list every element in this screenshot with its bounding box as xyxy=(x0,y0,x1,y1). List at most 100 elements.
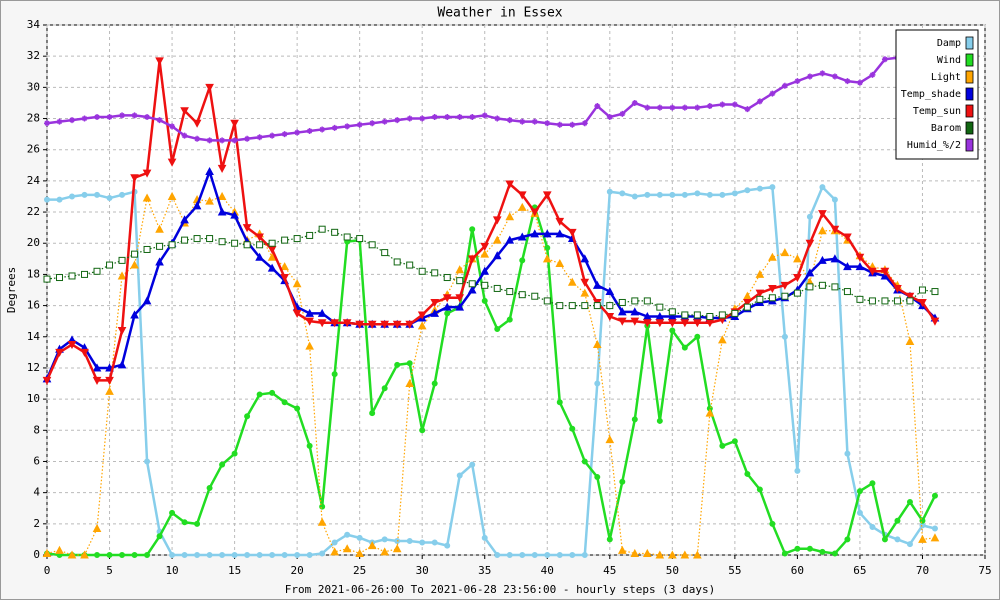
point xyxy=(856,509,863,516)
point xyxy=(381,385,388,392)
point xyxy=(781,292,789,300)
point xyxy=(930,317,940,326)
y-tick-label: 10 xyxy=(27,392,40,405)
point xyxy=(317,319,327,328)
point xyxy=(656,104,663,111)
point xyxy=(556,302,564,310)
point xyxy=(219,461,226,468)
point xyxy=(855,253,865,262)
point xyxy=(819,548,826,555)
point xyxy=(181,552,188,558)
point xyxy=(56,118,63,125)
point xyxy=(268,239,276,247)
point xyxy=(467,255,477,264)
point xyxy=(918,534,927,543)
point xyxy=(219,137,226,144)
point xyxy=(480,242,490,251)
point xyxy=(480,249,490,258)
point xyxy=(544,120,551,127)
point xyxy=(669,191,676,198)
point xyxy=(417,311,427,320)
point xyxy=(105,376,114,385)
point xyxy=(94,113,101,120)
y-tick-label: 4 xyxy=(33,486,40,499)
point xyxy=(119,191,126,198)
point xyxy=(693,319,702,328)
point xyxy=(168,241,176,249)
point xyxy=(442,294,452,303)
legend-label: Humid_%/2 xyxy=(907,140,961,151)
x-tick-label: 60 xyxy=(791,564,804,577)
point xyxy=(806,545,813,552)
point xyxy=(394,361,401,368)
point xyxy=(793,254,802,263)
x-tick-label: 45 xyxy=(603,564,616,577)
point xyxy=(44,120,50,127)
point xyxy=(167,191,177,200)
point xyxy=(355,320,365,329)
y-tick-label: 16 xyxy=(27,299,40,312)
point xyxy=(931,525,938,532)
point xyxy=(44,196,50,203)
point xyxy=(331,124,338,131)
point xyxy=(830,225,840,234)
point xyxy=(780,248,790,257)
point xyxy=(894,517,901,524)
point xyxy=(181,519,188,526)
point xyxy=(605,313,615,322)
point xyxy=(806,73,813,80)
x-tick-label: 65 xyxy=(853,564,866,577)
point xyxy=(493,284,501,292)
point xyxy=(42,376,52,385)
point xyxy=(243,241,251,249)
point xyxy=(655,319,665,328)
point xyxy=(394,117,401,124)
point xyxy=(905,336,915,345)
point xyxy=(694,333,701,340)
point xyxy=(217,191,227,200)
point xyxy=(743,298,752,308)
point xyxy=(769,90,776,97)
point xyxy=(343,233,351,241)
point xyxy=(893,297,901,305)
point xyxy=(406,115,413,122)
point xyxy=(294,129,301,136)
point xyxy=(431,269,439,277)
point xyxy=(294,552,301,558)
point xyxy=(918,286,926,294)
point xyxy=(367,541,377,550)
point xyxy=(492,251,502,260)
point xyxy=(494,115,501,122)
point xyxy=(142,193,152,202)
x-tick-label: 70 xyxy=(916,564,929,577)
point xyxy=(206,484,213,491)
point xyxy=(317,308,327,317)
point xyxy=(305,317,314,326)
x-tick-label: 50 xyxy=(666,564,679,577)
point xyxy=(69,117,76,124)
point xyxy=(844,78,851,85)
point xyxy=(506,552,513,558)
point xyxy=(43,275,51,283)
point xyxy=(205,166,214,176)
y-tick-label: 20 xyxy=(27,236,40,249)
point xyxy=(481,297,488,304)
point xyxy=(755,289,765,298)
point xyxy=(844,450,851,457)
point xyxy=(719,191,726,198)
point xyxy=(492,235,502,244)
point xyxy=(931,492,938,499)
point xyxy=(581,120,588,127)
point xyxy=(381,118,388,125)
point xyxy=(656,191,663,198)
x-tick-label: 30 xyxy=(416,564,429,577)
point xyxy=(831,550,838,557)
point xyxy=(531,552,538,558)
point xyxy=(430,298,440,308)
point xyxy=(868,267,877,276)
point xyxy=(267,252,277,261)
point xyxy=(906,499,913,505)
point xyxy=(805,268,815,277)
legend-label: Barom xyxy=(931,123,961,134)
point xyxy=(144,458,151,465)
